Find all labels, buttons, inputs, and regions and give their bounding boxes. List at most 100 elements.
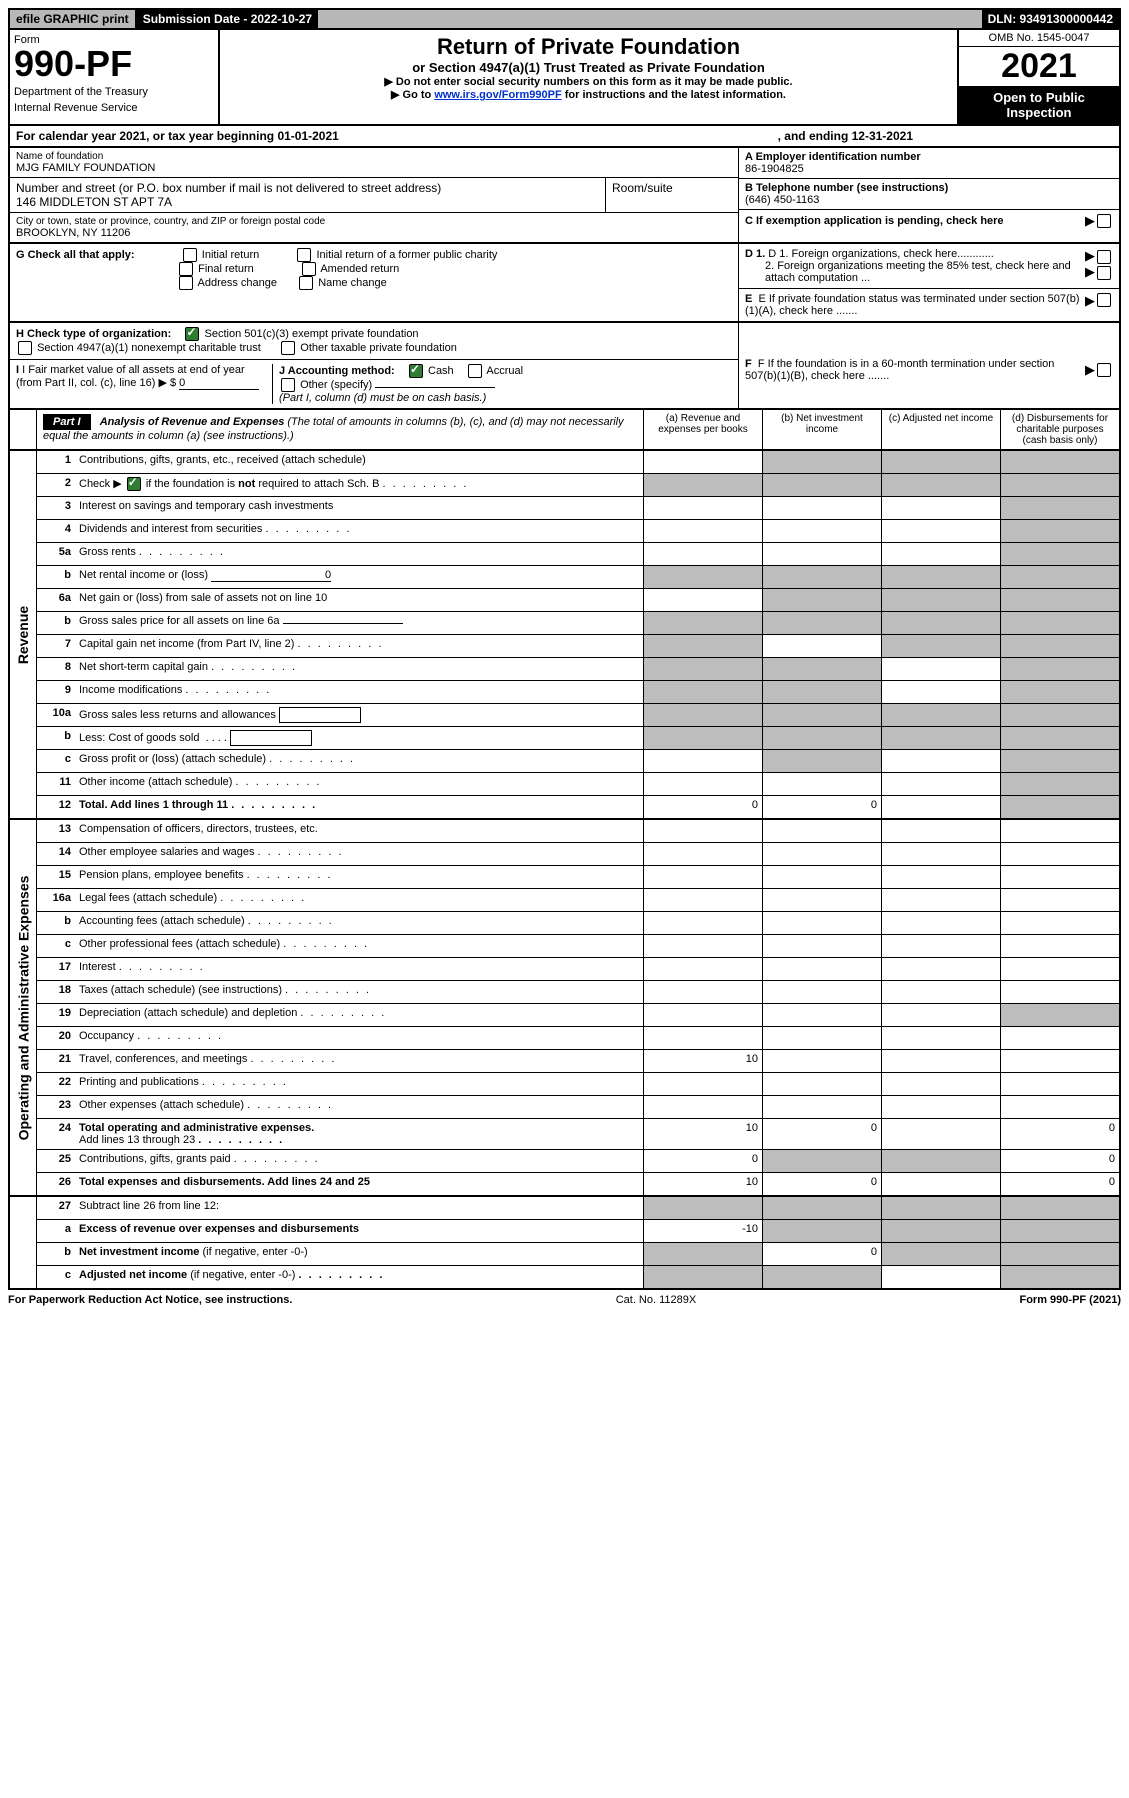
street-row: Number and street (or P.O. box number if… (10, 178, 738, 213)
val-d (1000, 1050, 1119, 1072)
city-cell: City or town, state or province, country… (10, 213, 738, 242)
val-a (643, 635, 762, 657)
j-cash-checkbox[interactable] (409, 364, 423, 378)
line-desc: Contributions, gifts, grants paid (75, 1150, 643, 1172)
row-23: 23 Other expenses (attach schedule) (37, 1096, 1119, 1119)
val-d (1000, 1243, 1119, 1265)
val-b (762, 1150, 881, 1172)
efile-label[interactable]: efile GRAPHIC print (10, 10, 137, 28)
j-other-checkbox[interactable] (281, 378, 295, 392)
val-b (762, 866, 881, 888)
h-other-checkbox[interactable] (281, 341, 295, 355)
line-desc: Excess of revenue over expenses and disb… (75, 1220, 643, 1242)
line-num: b (37, 612, 75, 634)
val-c (881, 520, 1000, 542)
val-c (881, 796, 1000, 818)
j-accrual-checkbox[interactable] (468, 364, 482, 378)
h-501c3-checkbox[interactable] (185, 327, 199, 341)
val-d (1000, 612, 1119, 634)
dots (298, 1269, 384, 1281)
val-b (762, 1197, 881, 1219)
r17-desc: Interest (79, 961, 116, 973)
line-num: 6a (37, 589, 75, 611)
opex-table: Operating and Administrative Expenses 13… (8, 820, 1121, 1197)
r5b-inline: 0 (211, 569, 331, 582)
ein-label: A Employer identification number (745, 151, 1113, 163)
val-b (762, 981, 881, 1003)
dots (283, 938, 369, 950)
line-num: 25 (37, 1150, 75, 1172)
dots (137, 1030, 223, 1042)
r23-desc: Other expenses (attach schedule) (79, 1099, 244, 1111)
line-num: 19 (37, 1004, 75, 1026)
row-16c: c Other professional fees (attach schedu… (37, 935, 1119, 958)
val-a (643, 566, 762, 588)
val-c (881, 773, 1000, 795)
j-note: (Part I, column (d) must be on cash basi… (279, 392, 486, 404)
dots (269, 753, 355, 765)
val-a (643, 474, 762, 496)
val-c (881, 1150, 1000, 1172)
row-10c: c Gross profit or (loss) (attach schedul… (37, 750, 1119, 773)
row-14: 14 Other employee salaries and wages (37, 843, 1119, 866)
val-c (881, 1243, 1000, 1265)
f-checkbox[interactable] (1097, 363, 1111, 377)
val-c (881, 1266, 1000, 1288)
val-c (881, 889, 1000, 911)
val-c (881, 704, 1000, 726)
line-num: 26 (37, 1173, 75, 1195)
line-desc: Capital gain net income (from Part IV, l… (75, 635, 643, 657)
dots (185, 684, 271, 696)
r7-desc: Capital gain net income (from Part IV, l… (79, 638, 294, 650)
schb-checkbox[interactable] (127, 477, 141, 491)
val-a (643, 1266, 762, 1288)
line-num: 17 (37, 958, 75, 980)
dept-irs: Internal Revenue Service (14, 102, 214, 114)
line-num: a (37, 1220, 75, 1242)
entity-block: Name of foundation MJG FAMILY FOUNDATION… (8, 148, 1121, 244)
d1-checkbox[interactable] (1097, 250, 1111, 264)
val-b (762, 1073, 881, 1095)
form-id-block: Form 990-PF Department of the Treasury I… (10, 30, 220, 124)
r21-desc: Travel, conferences, and meetings (79, 1053, 247, 1065)
g-initial-checkbox[interactable] (183, 248, 197, 262)
d2-checkbox[interactable] (1097, 266, 1111, 280)
g-address-checkbox[interactable] (179, 276, 193, 290)
page-footer: For Paperwork Reduction Act Notice, see … (8, 1290, 1121, 1306)
r27c-sub: (if negative, enter -0-) (190, 1269, 295, 1281)
g-name-checkbox[interactable] (299, 276, 313, 290)
h-4947-checkbox[interactable] (18, 341, 32, 355)
val-d (1000, 658, 1119, 680)
val-d (1000, 981, 1119, 1003)
g-final-checkbox[interactable] (179, 262, 193, 276)
val-d (1000, 497, 1119, 519)
h-other: Other taxable private foundation (300, 342, 457, 354)
val-c (881, 727, 1000, 749)
foundation-name: MJG FAMILY FOUNDATION (16, 162, 732, 174)
revenue-label-text: Revenue (15, 605, 31, 663)
line-desc: Less: Cost of goods sold . . . . (75, 727, 643, 749)
form990pf-link[interactable]: www.irs.gov/Form990PF (434, 89, 561, 101)
part1-desc: Part I Analysis of Revenue and Expenses … (37, 410, 643, 449)
e-checkbox[interactable] (1097, 293, 1111, 307)
col-a-head: (a) Revenue and expenses per books (643, 410, 762, 449)
g-amended-checkbox[interactable] (302, 262, 316, 276)
dots (139, 546, 225, 558)
line-desc: Gross profit or (loss) (attach schedule) (75, 750, 643, 772)
val-d (1000, 543, 1119, 565)
line-desc: Total operating and administrative expen… (75, 1119, 643, 1149)
g-address: Address change (198, 277, 278, 289)
g-initial-former-checkbox[interactable] (297, 248, 311, 262)
r27b-title: Net investment income (79, 1246, 199, 1258)
dots (285, 984, 371, 996)
r24-sub: Add lines 13 through 23 (79, 1134, 195, 1146)
val-d (1000, 750, 1119, 772)
form-number: 990-PF (14, 46, 214, 82)
e-text: E If private foundation status was termi… (745, 293, 1079, 317)
c-checkbox[interactable] (1097, 214, 1111, 228)
val-a (643, 497, 762, 519)
val-d (1000, 589, 1119, 611)
val-c (881, 658, 1000, 680)
val-b: 0 (762, 1173, 881, 1195)
line-num: c (37, 935, 75, 957)
